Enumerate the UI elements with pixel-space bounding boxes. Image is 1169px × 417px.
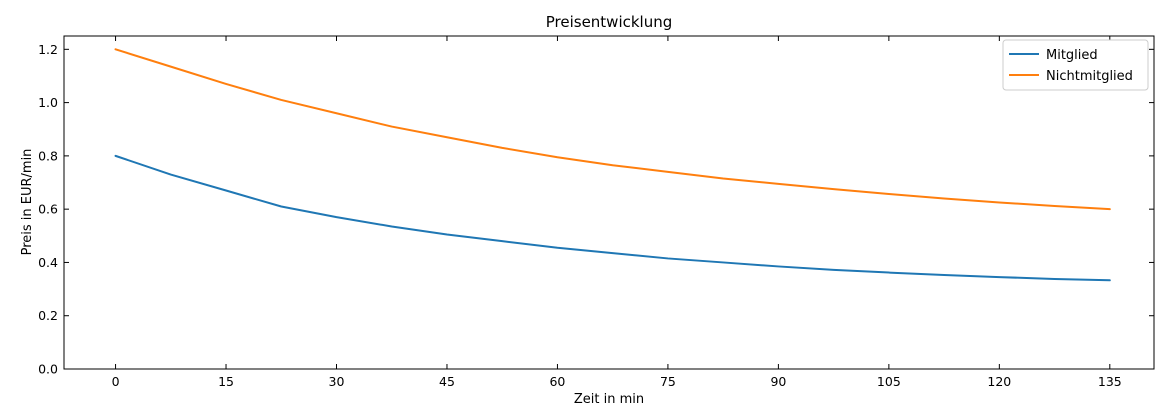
chart-title: Preisentwicklung — [546, 13, 673, 31]
y-axis-label: Preis in EUR/min — [20, 149, 35, 256]
x-tick-label: 135 — [1098, 374, 1122, 389]
series-layer — [114, 48, 1111, 282]
y-tick-label: 0.0 — [38, 362, 58, 377]
y-tick-label: 0.4 — [38, 255, 58, 270]
y-axis: 0.0 0.2 0.4 0.6 0.8 1.0 1.2 — [38, 42, 1154, 377]
x-tick-label: 60 — [549, 374, 565, 389]
x-tick-label: 105 — [877, 374, 901, 389]
x-tick-label: 45 — [439, 374, 455, 389]
y-tick-label: 0.8 — [38, 148, 58, 163]
x-tick-label: 0 — [112, 374, 120, 389]
x-tick-label: 15 — [218, 374, 234, 389]
legend-box — [1002, 39, 1149, 91]
series-line-nichtmitglied — [114, 48, 1111, 211]
legend-label-nichtmitglied: Nichtmitglied — [1046, 69, 1133, 84]
x-tick-label: 75 — [660, 374, 676, 389]
plot-frame — [63, 35, 1155, 370]
y-tick-label: 0.2 — [38, 308, 58, 323]
x-tick-label: 90 — [770, 374, 786, 389]
x-axis-label: Zeit in min — [574, 392, 644, 407]
legend-label-mitglied: Mitglied — [1046, 48, 1098, 63]
x-tick-label: 120 — [987, 374, 1011, 389]
y-tick-label: 1.2 — [38, 42, 58, 57]
y-tick-label: 1.0 — [38, 95, 58, 110]
x-axis: 0 15 30 45 60 75 90 105 120 135 — [112, 36, 1122, 389]
x-tick-label: 30 — [329, 374, 345, 389]
series-line-mitglied — [114, 154, 1111, 282]
legend: Mitglied Nichtmitglied — [1002, 39, 1149, 91]
y-tick-label: 0.6 — [38, 202, 58, 217]
